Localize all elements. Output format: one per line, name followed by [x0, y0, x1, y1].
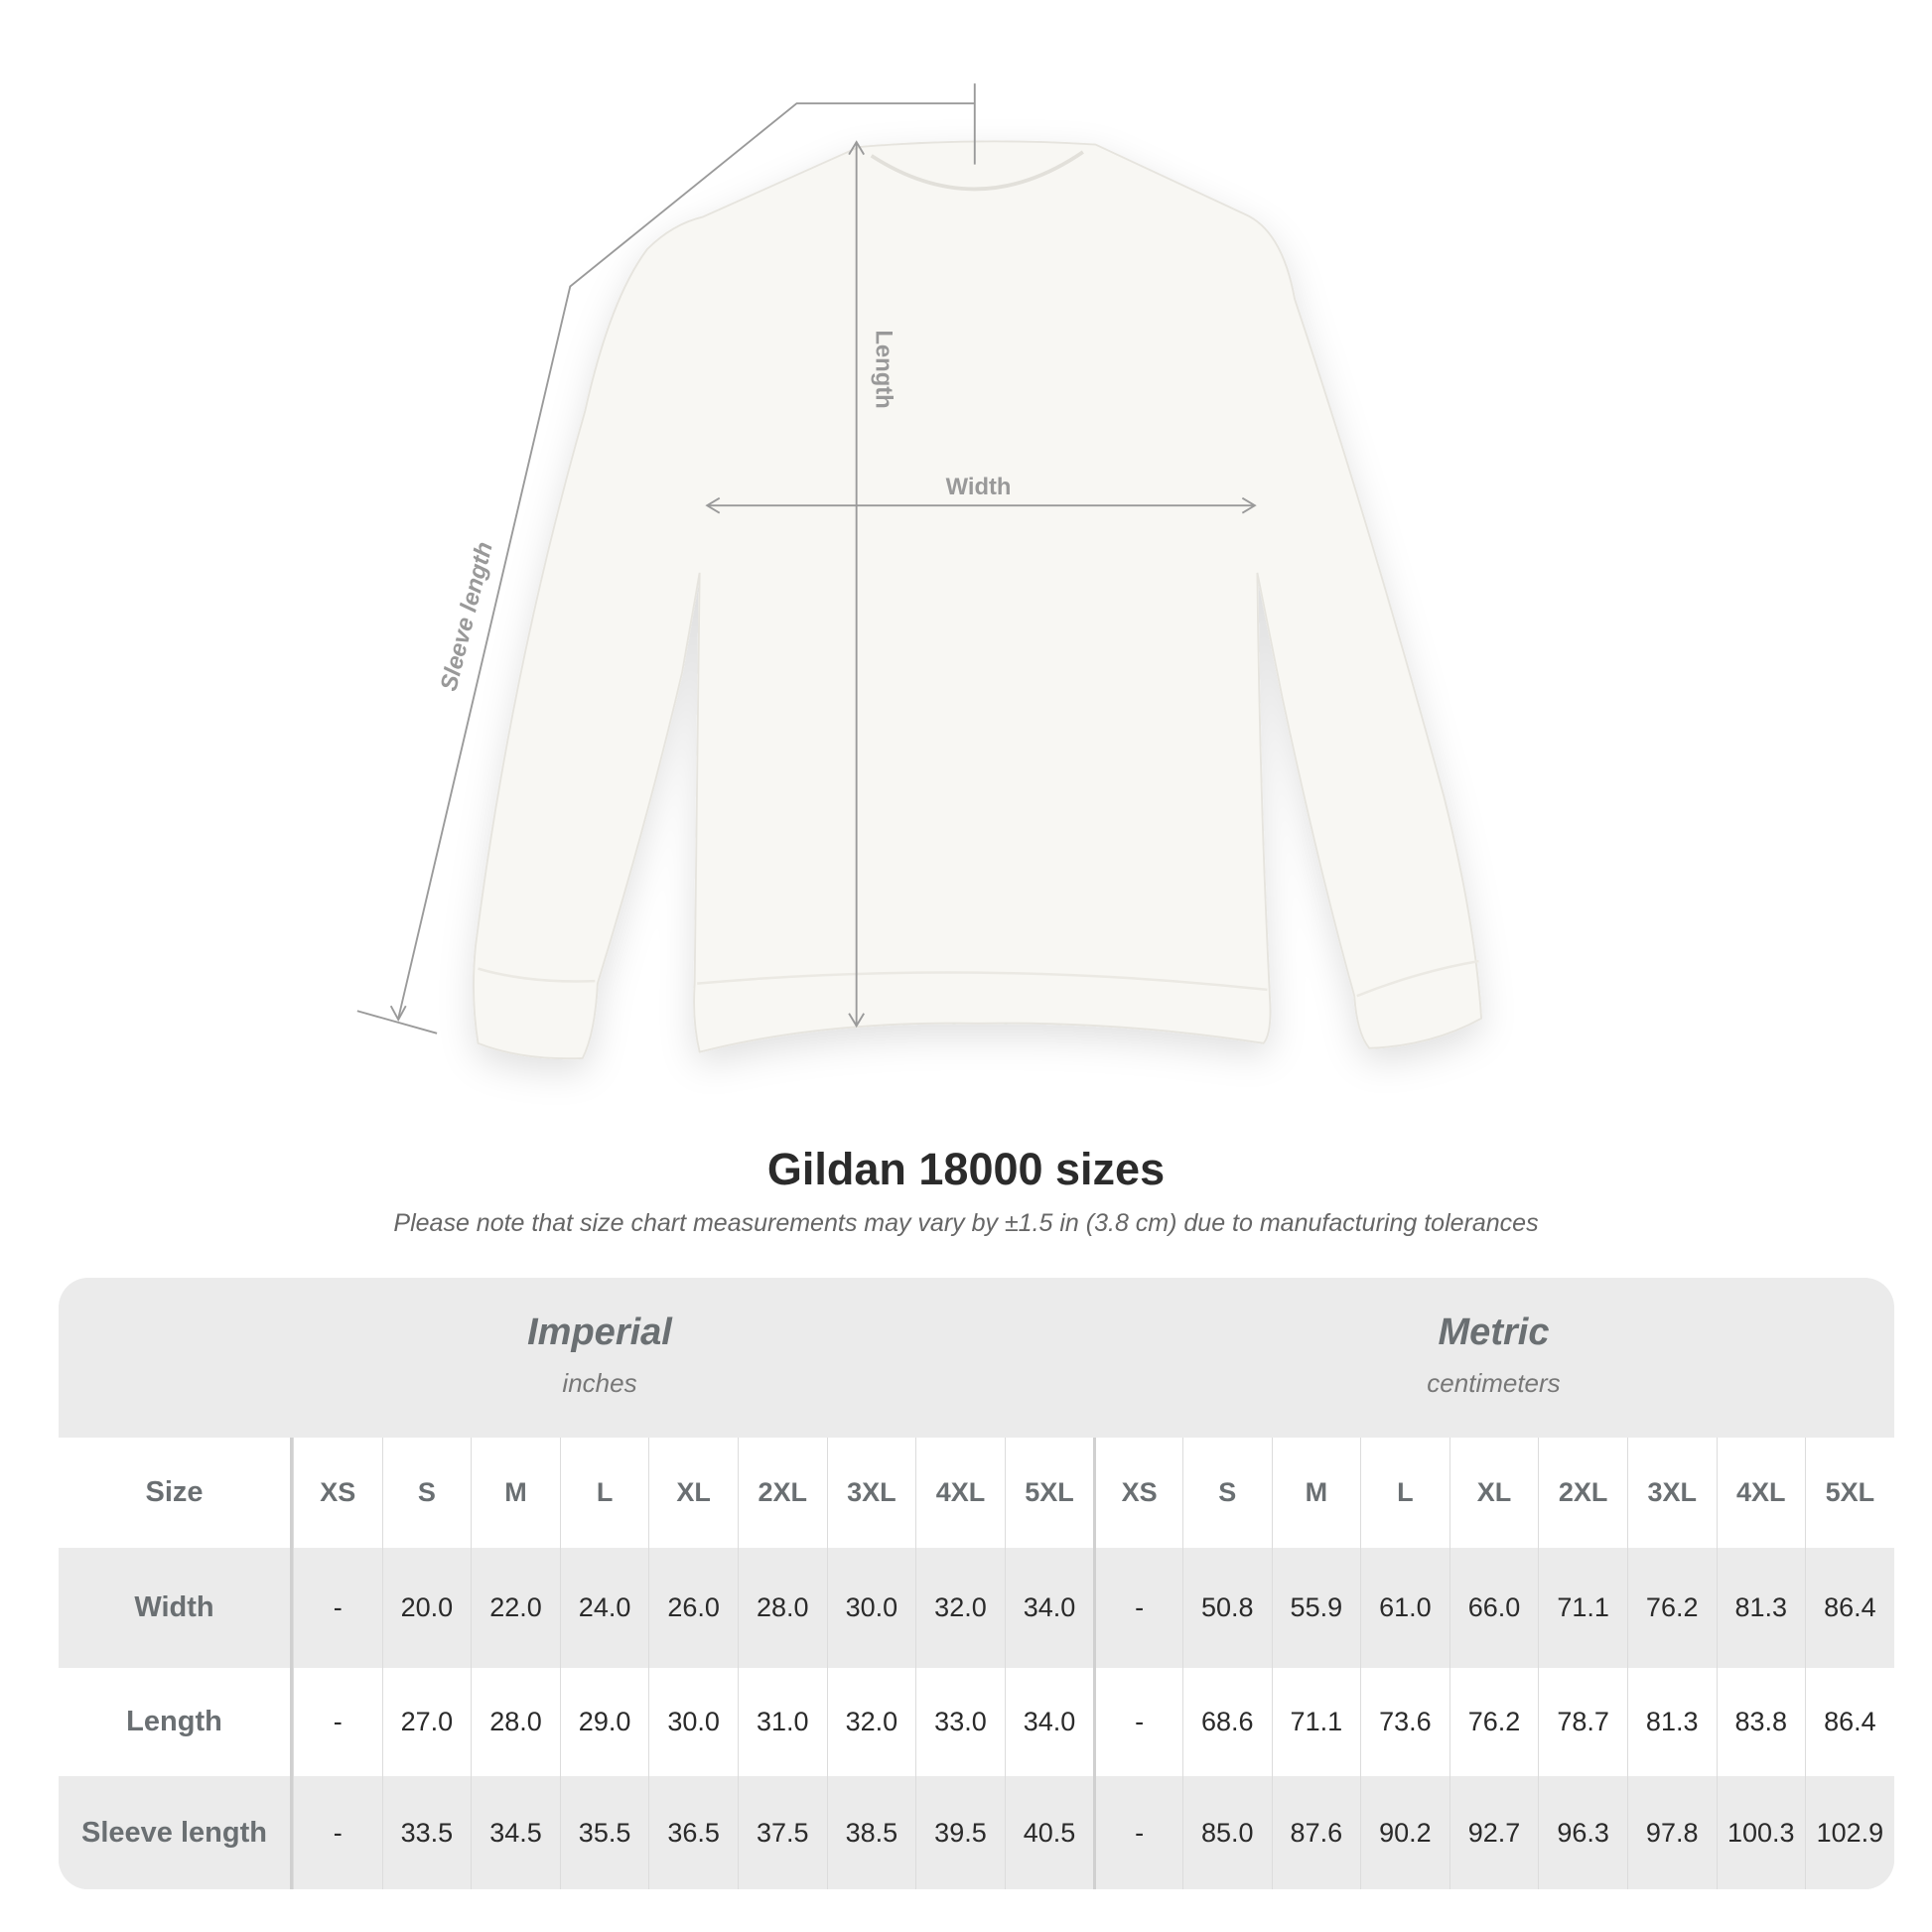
metric-value: 102.9 [1805, 1776, 1894, 1889]
size-imperial-m: M [471, 1438, 560, 1548]
size-metric-5xl: 5XL [1805, 1438, 1894, 1548]
metric-value: 87.6 [1271, 1776, 1361, 1889]
sleeve-length-label: Sleeve length [436, 539, 498, 693]
size-metric-4xl: 4XL [1716, 1438, 1806, 1548]
size-metric-m: M [1271, 1438, 1361, 1548]
imperial-header: Imperial inches [527, 1311, 672, 1398]
metric-value: 97.8 [1626, 1776, 1717, 1889]
size-label: Size [59, 1438, 293, 1548]
imperial-value: 37.5 [737, 1776, 827, 1889]
size-imperial-2xl: 2XL [737, 1438, 827, 1548]
metric-value: 81.3 [1716, 1548, 1806, 1668]
imperial-value: 36.5 [648, 1776, 738, 1889]
size-chart-table: Imperial inches Metric centimeters Size X… [59, 1278, 1894, 1889]
metric-header: Metric centimeters [1427, 1311, 1561, 1398]
metric-value: 92.7 [1449, 1776, 1539, 1889]
imperial-value: 30.0 [826, 1548, 916, 1668]
size-metric-xs: XS [1093, 1438, 1182, 1548]
tolerance-note: Please note that size chart measurements… [393, 1209, 1539, 1237]
metric-value: 55.9 [1271, 1548, 1361, 1668]
size-imperial-s: S [381, 1438, 472, 1548]
metric-value: - [1093, 1668, 1182, 1776]
page-title: Gildan 18000 sizes [766, 1144, 1166, 1194]
imperial-value: 33.5 [381, 1776, 472, 1889]
imperial-value: 35.5 [559, 1776, 649, 1889]
size-imperial-4xl: 4XL [915, 1438, 1005, 1548]
imperial-value: 38.5 [826, 1776, 916, 1889]
imperial-value: 27.0 [381, 1668, 472, 1776]
metric-value: 71.1 [1271, 1668, 1361, 1776]
table-row: Width -20.0 22.0 24.0 26.0 28.0 30.0 32.0 34.0-5… [59, 1548, 1894, 1668]
metric-value: 50.8 [1181, 1548, 1272, 1668]
metric-value: 68.6 [1181, 1668, 1272, 1776]
metric-value: 100.3 [1716, 1776, 1806, 1889]
measurement-lines [356, 83, 1257, 1035]
imperial-value: 31.0 [737, 1668, 827, 1776]
size-metric-3xl: 3XL [1626, 1438, 1717, 1548]
metric-value: 90.2 [1360, 1776, 1449, 1889]
imperial-value: 40.5 [1004, 1776, 1094, 1889]
size-imperial-xl: XL [648, 1438, 738, 1548]
metric-value: 83.8 [1716, 1668, 1806, 1776]
imperial-value: - [293, 1776, 382, 1889]
size-metric-l: L [1360, 1438, 1449, 1548]
imperial-value: 32.0 [915, 1548, 1005, 1668]
size-metric-2xl: 2XL [1538, 1438, 1627, 1548]
row-label: Length [59, 1668, 293, 1776]
width-label: Width [946, 474, 1012, 500]
size-imperial-3xl: 3XL [826, 1438, 916, 1548]
size-imperial-l: L [559, 1438, 649, 1548]
metric-value: - [1093, 1776, 1182, 1889]
imperial-value: 34.0 [1004, 1668, 1094, 1776]
metric-value: 78.7 [1538, 1668, 1627, 1776]
imperial-value: 28.0 [471, 1668, 560, 1776]
size-header-row: Size XS S M L XL 2XL 3XL 4XL 5XL XS S M L XL 2XL 3XL 4XL 5… [59, 1438, 1894, 1548]
metric-value: 61.0 [1360, 1548, 1449, 1668]
table-row: Length -27.0 28.0 29.0 30.0 31.0 32.0 33.0 34.0-… [59, 1668, 1894, 1776]
metric-value: 71.1 [1538, 1548, 1627, 1668]
metric-value: - [1093, 1548, 1182, 1668]
imperial-value: 28.0 [737, 1548, 827, 1668]
sleeve-bottom-tick [356, 1010, 438, 1035]
metric-value: 73.6 [1360, 1668, 1449, 1776]
metric-value: 96.3 [1538, 1776, 1627, 1889]
table-row: Sleeve length -33.5 34.5 35.5 36.5 37.5 38.5 39… [59, 1776, 1894, 1889]
metric-value: 86.4 [1805, 1548, 1894, 1668]
imperial-value: - [293, 1668, 382, 1776]
metric-value: 66.0 [1449, 1548, 1539, 1668]
imperial-value: 22.0 [471, 1548, 560, 1668]
row-label: Sleeve length [59, 1776, 293, 1889]
imperial-value: 24.0 [559, 1548, 649, 1668]
metric-value: 76.2 [1449, 1668, 1539, 1776]
size-metric-xl: XL [1449, 1438, 1539, 1548]
sleeve-length-line [397, 102, 975, 1019]
imperial-value: - [293, 1548, 382, 1668]
size-imperial-5xl: 5XL [1004, 1438, 1094, 1548]
imperial-value: 33.0 [915, 1668, 1005, 1776]
imperial-value: 34.0 [1004, 1548, 1094, 1668]
metric-value: 76.2 [1626, 1548, 1717, 1668]
sweatshirt-image [473, 140, 1483, 1060]
imperial-value: 34.5 [471, 1776, 560, 1889]
sweatshirt-diagram: Sleeve length Length Width [356, 83, 1483, 1060]
imperial-value: 26.0 [648, 1548, 738, 1668]
imperial-value: 30.0 [648, 1668, 738, 1776]
size-metric-s: S [1181, 1438, 1272, 1548]
imperial-value: 29.0 [559, 1668, 649, 1776]
imperial-value: 39.5 [915, 1776, 1005, 1889]
imperial-value: 20.0 [381, 1548, 472, 1668]
metric-value: 86.4 [1805, 1668, 1894, 1776]
imperial-value: 32.0 [826, 1668, 916, 1776]
row-label: Width [59, 1548, 293, 1668]
size-imperial-xs: XS [293, 1438, 382, 1548]
metric-value: 85.0 [1181, 1776, 1272, 1889]
length-label: Length [871, 330, 897, 408]
metric-value: 81.3 [1626, 1668, 1717, 1776]
